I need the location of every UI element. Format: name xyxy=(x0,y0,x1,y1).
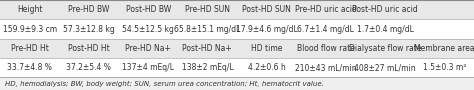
Text: 6.7±1.4 mg/dL: 6.7±1.4 mg/dL xyxy=(298,24,354,33)
Text: Pre-HD BW: Pre-HD BW xyxy=(68,5,109,14)
Text: 159.9±9.3 cm: 159.9±9.3 cm xyxy=(2,24,57,33)
Text: Post-HD uric acid: Post-HD uric acid xyxy=(352,5,418,14)
Text: Pre-HD uric acid: Pre-HD uric acid xyxy=(295,5,357,14)
Text: HD time: HD time xyxy=(251,44,283,53)
Text: 408±27 mL/min: 408±27 mL/min xyxy=(354,63,416,72)
Text: 33.7±4.8 %: 33.7±4.8 % xyxy=(7,63,52,72)
Text: 4.2±0.6 h: 4.2±0.6 h xyxy=(248,63,285,72)
Bar xyxy=(0,58,474,77)
Text: 37.2±5.4 %: 37.2±5.4 % xyxy=(66,63,111,72)
Text: 1.5±0.3 m²: 1.5±0.3 m² xyxy=(423,63,466,72)
Text: Post-HD BW: Post-HD BW xyxy=(126,5,171,14)
Bar xyxy=(0,19,474,39)
Text: Pre-HD Na+: Pre-HD Na+ xyxy=(125,44,171,53)
Bar xyxy=(0,39,474,58)
Text: 17.9±4.6 mg/dL: 17.9±4.6 mg/dL xyxy=(236,24,298,33)
Text: Post-HD SUN: Post-HD SUN xyxy=(242,5,291,14)
Text: Pre-HD SUN: Pre-HD SUN xyxy=(185,5,230,14)
Text: HD, hemodialysis; BW, body weight; SUN, serum urea concentration; Ht, hematocrit: HD, hemodialysis; BW, body weight; SUN, … xyxy=(5,81,324,87)
Text: Post-HD Ht: Post-HD Ht xyxy=(68,44,110,53)
Text: 137±4 mEq/L: 137±4 mEq/L xyxy=(122,63,174,72)
Bar xyxy=(0,77,474,90)
Text: 54.5±12.5 kg: 54.5±12.5 kg xyxy=(122,24,174,33)
Text: Membrane area: Membrane area xyxy=(414,44,474,53)
Text: 138±2 mEq/L: 138±2 mEq/L xyxy=(182,63,233,72)
Text: Blood flow rate: Blood flow rate xyxy=(297,44,355,53)
Text: Height: Height xyxy=(17,5,42,14)
Text: Dialysate flow rate: Dialysate flow rate xyxy=(349,44,421,53)
Text: 65.8±15.1 mg/dL: 65.8±15.1 mg/dL xyxy=(174,24,241,33)
Bar xyxy=(0,0,474,19)
Text: 1.7±0.4 mg/dL: 1.7±0.4 mg/dL xyxy=(357,24,413,33)
Text: 210±43 mL/min: 210±43 mL/min xyxy=(295,63,357,72)
Text: Pre-HD Ht: Pre-HD Ht xyxy=(11,44,48,53)
Text: Post-HD Na+: Post-HD Na+ xyxy=(182,44,232,53)
Text: 57.3±12.8 kg: 57.3±12.8 kg xyxy=(63,24,115,33)
